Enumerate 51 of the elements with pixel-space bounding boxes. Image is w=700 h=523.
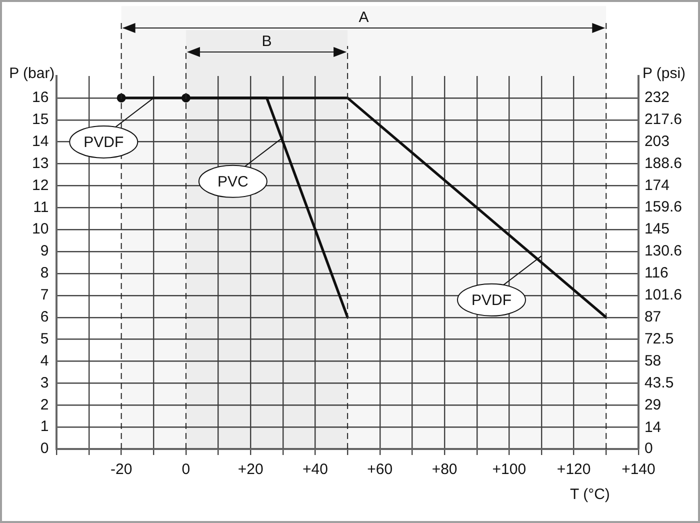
x-tick-label: +120	[556, 461, 591, 478]
y2-tick-label: 29	[644, 396, 662, 414]
y2-tick-label: 116	[644, 264, 668, 282]
y-tick-label: 12	[32, 176, 49, 194]
y2-tick-label: 72.5	[644, 330, 674, 348]
y-tick-label: 13	[32, 154, 49, 172]
y-tick-label: 6	[40, 308, 49, 326]
band-label: A	[358, 9, 369, 26]
y2-tick-label: 159.6	[644, 198, 682, 216]
annotation: PVDF	[84, 134, 124, 152]
y2-tick-label: 101.6	[644, 286, 682, 304]
y2-tick-label: 174	[644, 176, 670, 194]
x-tick-label: +60	[367, 461, 393, 478]
x-tick-label: 0	[182, 461, 190, 478]
x-tick-label: +140	[622, 461, 656, 478]
annotation: PVC	[218, 174, 249, 191]
y-tick-label: 2	[40, 396, 49, 414]
y-tick-label: 5	[40, 330, 49, 348]
y2-tick-label: 0	[644, 440, 653, 458]
y2-tick-label: 43.5	[644, 374, 674, 392]
x-tick-label: +20	[238, 461, 264, 478]
y2-tick-label: 14	[644, 418, 662, 436]
y-tick-label: 9	[40, 242, 49, 260]
y-tick-label: 11	[33, 198, 49, 216]
x-tick-label: +100	[492, 461, 526, 478]
y2-tick-label: 188.6	[644, 154, 682, 172]
y-tick-label: 3	[40, 374, 49, 392]
y-tick-label: 10	[32, 220, 49, 238]
y2-axis-title: P (psi)	[642, 65, 686, 82]
y2-tick-label: 87	[644, 308, 662, 326]
y-tick-label: 4	[40, 352, 49, 370]
y-tick-label: 7	[40, 286, 49, 304]
annotation: PVDF	[471, 292, 512, 310]
y-axis-title: P (bar)	[9, 65, 55, 82]
y2-tick-label: 58	[644, 352, 662, 370]
y2-tick-label: 232	[644, 89, 670, 106]
y-tick-label: 1	[40, 418, 49, 436]
y-tick-label: 14	[32, 132, 49, 150]
x-axis-title: T (°C)	[570, 486, 610, 503]
y-tick-label: 0	[40, 440, 49, 458]
y-tick-label: 16	[32, 89, 49, 106]
x-tick-label: -20	[110, 461, 132, 478]
y2-tick-label: 130.6	[644, 242, 682, 260]
y-tick-label: 8	[40, 264, 49, 282]
y2-tick-label: 145	[644, 220, 670, 238]
y2-tick-label: 217.6	[644, 110, 682, 128]
y2-tick-label: 203	[644, 132, 670, 150]
band-label: B	[262, 33, 272, 50]
x-tick-label: +80	[432, 461, 458, 478]
x-tick-label: +40	[302, 461, 328, 478]
y-tick-label: 15	[32, 111, 49, 128]
